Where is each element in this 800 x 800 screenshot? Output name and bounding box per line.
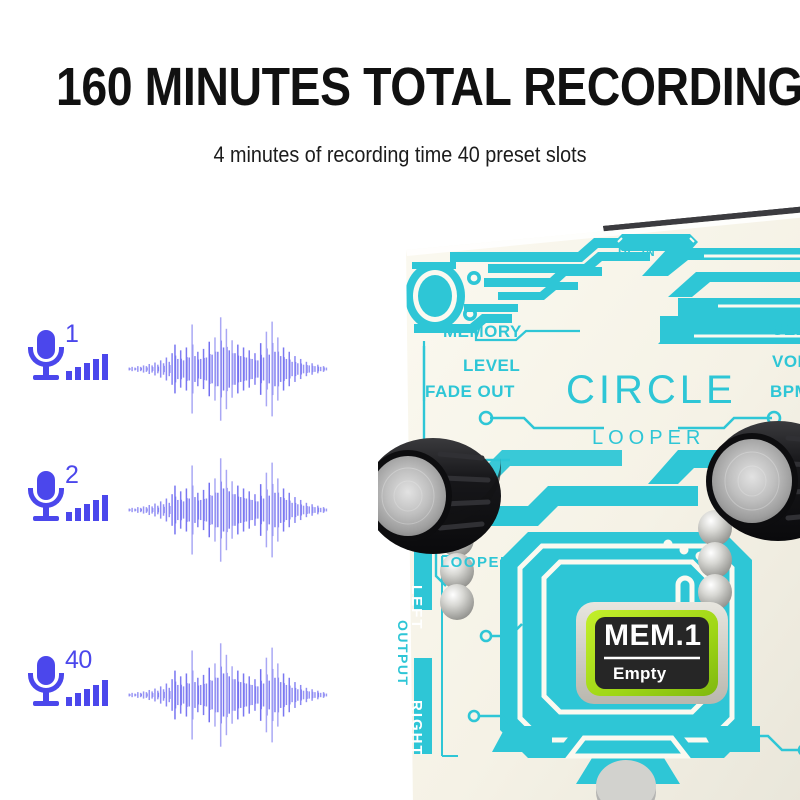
mic-signal-group: 2 — [28, 463, 114, 533]
led-bank-right — [698, 510, 732, 610]
page-subtitle: 4 minutes of recording time 40 preset sl… — [213, 142, 587, 167]
microphone-icon — [28, 656, 64, 708]
slot-number: 1 — [65, 320, 79, 348]
preset-slot-list: 1 2 — [0, 300, 360, 747]
knob-right — [706, 421, 800, 541]
microphone-icon — [28, 330, 64, 382]
list-item: 1 — [0, 314, 340, 424]
mic-signal-group: 1 — [28, 322, 114, 392]
brand-name: CIRCLE — [566, 368, 737, 412]
signal-bars-icon — [66, 495, 108, 521]
label-memory: MEMORY — [443, 322, 522, 341]
microphone-icon — [28, 471, 64, 523]
signal-bars-icon — [66, 354, 108, 380]
model-name: LOOPER — [592, 427, 706, 449]
footswitch — [596, 760, 656, 800]
waveform-40 — [128, 640, 328, 750]
jack-label-output: OUTPUT — [395, 620, 411, 687]
pedal-illustration — [378, 206, 800, 800]
headline-container: 160 MINUTES TOTAL RECORDING — [0, 60, 800, 114]
label-dc-in: DC IN — [618, 245, 656, 259]
label-fade-out: FADE OUT — [425, 382, 515, 401]
mic-signal-group: 40 — [28, 648, 114, 718]
memory-display — [576, 602, 728, 704]
waveform-2 — [128, 455, 328, 565]
list-item: 40 — [0, 640, 340, 750]
signal-bars-icon — [66, 680, 108, 706]
label-looper-side: LOOPER — [440, 554, 513, 571]
label-bpm: BPM — [770, 382, 800, 401]
label-vol: VOL — [772, 352, 800, 371]
list-item: 2 — [0, 455, 340, 565]
subheadline-container: 4 minutes of recording time 40 preset sl… — [0, 142, 800, 168]
label-level: LEVEL — [463, 356, 521, 375]
product-photo — [378, 206, 800, 800]
label-sel: SEL — [772, 320, 800, 339]
waveform-1 — [128, 314, 328, 424]
page-title: 160 MINUTES TOTAL RECORDING — [56, 57, 800, 117]
knob-left — [378, 438, 501, 554]
jack-label-right: RIGHT — [408, 700, 425, 757]
slot-number: 40 — [65, 646, 92, 674]
slot-number: 2 — [65, 461, 79, 489]
